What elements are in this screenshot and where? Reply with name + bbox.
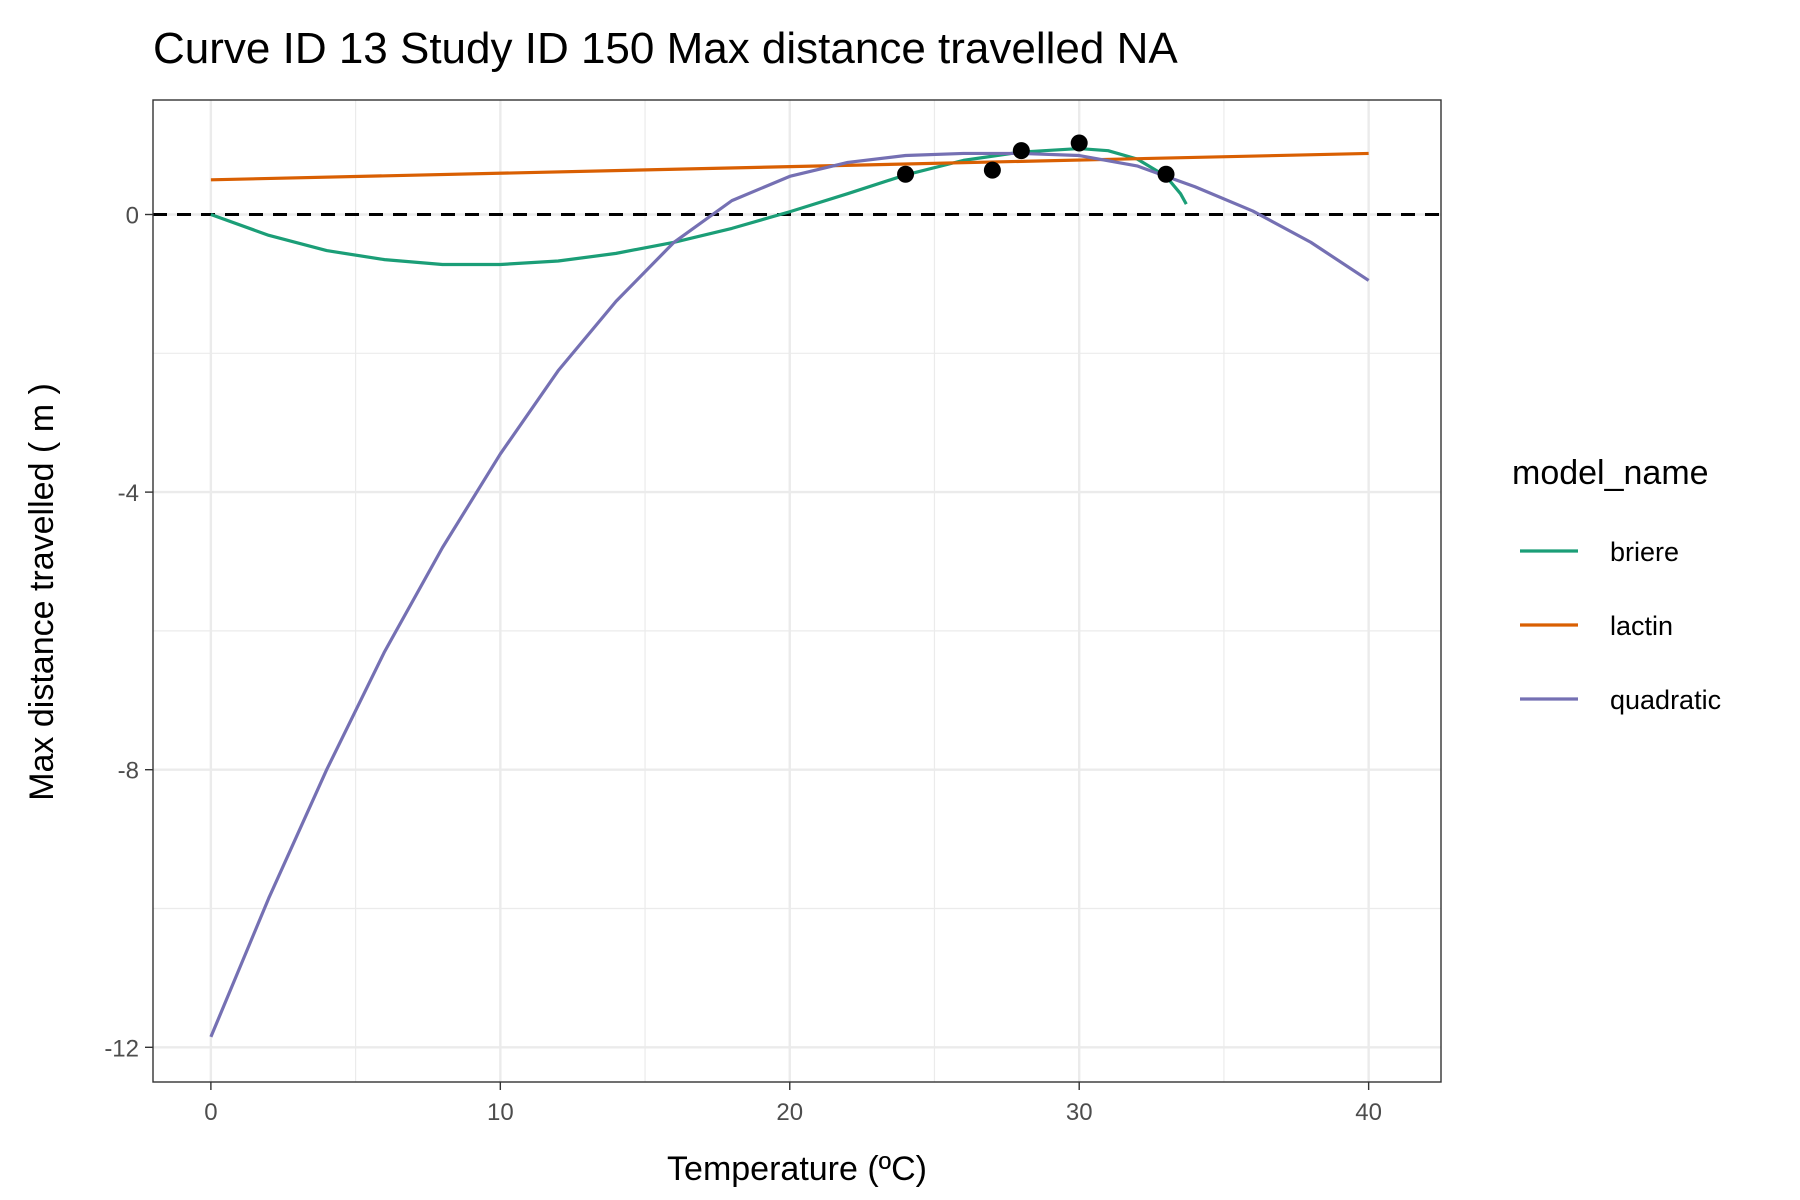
series-lines (209, 146, 1370, 1038)
y-tick-label: -12 (104, 1035, 139, 1062)
plot-border (152, 99, 1442, 1083)
series-line-quadratic (209, 151, 1370, 1038)
y-tick-labels: 0 -4 -8 -12 (104, 203, 139, 1063)
x-tick-label: 10 (487, 1099, 514, 1126)
legend-label-briere: briere (1610, 537, 1679, 567)
x-tick-label: 40 (1355, 1099, 1382, 1126)
data-points (897, 134, 1175, 183)
legend-entries: briere lactin quadratic (1520, 537, 1721, 715)
legend-label-quadratic: quadratic (1610, 685, 1721, 715)
data-point (1157, 165, 1175, 183)
legend: model_name briere lactin quadratic (1512, 454, 1721, 715)
x-tick-label: 20 (776, 1099, 803, 1126)
series-line-briere (210, 146, 1188, 267)
grid-minor (153, 100, 1441, 1082)
x-tick-label: 0 (204, 1099, 217, 1126)
series-line-lactin (210, 151, 1369, 182)
axis-ticks (145, 213, 1370, 1090)
chart-title: Curve ID 13 Study ID 150 Max distance tr… (153, 24, 1178, 73)
data-point (983, 161, 1001, 179)
legend-label-lactin: lactin (1610, 611, 1673, 641)
data-point (897, 165, 915, 183)
x-axis-title: Temperature (ºC) (667, 1150, 927, 1188)
x-tick-label: 30 (1066, 1099, 1093, 1126)
y-tick-label: -4 (118, 480, 139, 507)
x-tick-labels: 0 10 20 30 40 (204, 1099, 1382, 1126)
data-point (1012, 142, 1030, 160)
data-point (1070, 134, 1088, 152)
y-tick-label: -8 (118, 758, 139, 785)
grid-major (153, 100, 1441, 1082)
y-axis-title: Max distance travelled ( m ) (23, 383, 61, 801)
legend-title: model_name (1512, 454, 1709, 492)
y-tick-label: 0 (126, 203, 139, 230)
